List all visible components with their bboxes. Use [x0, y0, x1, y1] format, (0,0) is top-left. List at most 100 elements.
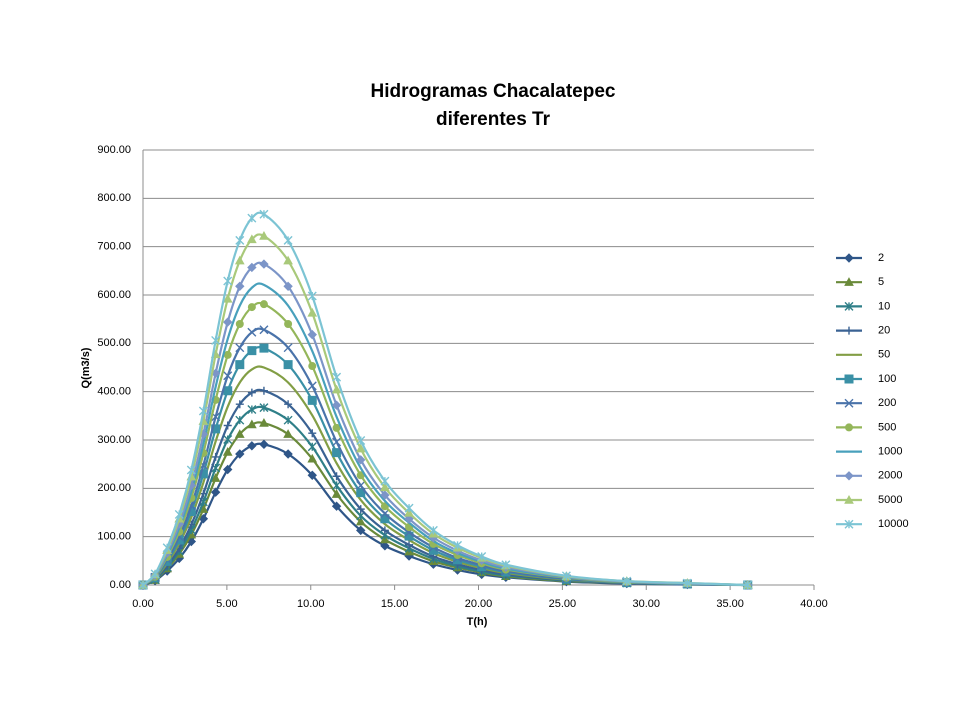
marker — [380, 490, 390, 500]
marker — [235, 400, 244, 409]
marker — [223, 317, 233, 327]
marker — [405, 540, 414, 549]
marker — [380, 526, 389, 535]
marker — [307, 381, 317, 391]
legend-label: 10 — [878, 300, 890, 312]
marker — [356, 525, 366, 536]
legend-label: 5 — [878, 276, 884, 288]
marker — [223, 371, 233, 381]
y-tick-label: 500.00 — [97, 337, 131, 349]
x-tick-label: 20.00 — [465, 598, 493, 610]
y-axis-title: Q(m3/s) — [80, 347, 92, 388]
x-tick-label: 40.00 — [800, 598, 828, 610]
marker — [138, 580, 148, 590]
marker — [356, 455, 366, 465]
marker — [332, 472, 341, 481]
marker — [259, 418, 269, 427]
marker — [174, 509, 184, 519]
marker — [331, 501, 342, 511]
legend-marker — [844, 494, 854, 504]
marker — [307, 291, 317, 301]
marker — [283, 415, 293, 425]
marker — [331, 400, 342, 410]
marker — [247, 419, 257, 429]
legend-label: 10000 — [878, 518, 909, 530]
legend-label: 5000 — [878, 494, 902, 506]
marker — [210, 473, 221, 482]
legend-marker — [844, 374, 854, 384]
chart-title: Hidrogramas Chacalatepec — [371, 81, 616, 102]
marker — [222, 293, 233, 303]
marker — [332, 448, 342, 458]
marker — [211, 452, 220, 461]
legend-marker — [844, 253, 854, 263]
legend-label: 2 — [878, 252, 884, 264]
x-tick-label: 0.00 — [132, 598, 153, 610]
marker — [235, 320, 244, 328]
marker — [283, 429, 293, 438]
marker — [283, 235, 293, 245]
marker — [453, 540, 463, 550]
marker — [404, 507, 414, 517]
marker — [307, 307, 318, 317]
marker — [223, 464, 233, 475]
marker — [332, 480, 342, 490]
y-tick-label: 200.00 — [97, 482, 131, 494]
marker — [308, 429, 317, 438]
legend-label: 20 — [878, 325, 890, 337]
legend-marker — [845, 423, 853, 432]
legend-label: 1000 — [878, 446, 902, 458]
y-tick-label: 100.00 — [97, 531, 131, 543]
marker — [561, 571, 571, 581]
marker — [223, 435, 233, 445]
marker — [247, 234, 257, 244]
marker — [355, 516, 366, 526]
marker — [259, 209, 269, 219]
legend-label: 200 — [878, 397, 896, 409]
marker — [259, 325, 269, 335]
marker — [356, 435, 366, 445]
marker — [332, 437, 342, 447]
marker — [235, 343, 245, 353]
x-tick-label: 15.00 — [381, 598, 409, 610]
y-tick-label: 800.00 — [97, 192, 131, 204]
marker — [259, 231, 269, 240]
marker — [247, 441, 257, 451]
marker — [259, 403, 269, 413]
legend-label: 500 — [878, 421, 896, 433]
marker — [186, 465, 196, 475]
legend-marker — [844, 398, 854, 408]
x-tick-label: 10.00 — [297, 598, 325, 610]
marker — [331, 384, 342, 394]
marker — [247, 405, 257, 415]
marker — [283, 449, 293, 459]
marker — [198, 406, 208, 416]
marker — [259, 439, 269, 450]
marker — [743, 580, 753, 590]
marker — [235, 415, 245, 425]
marker — [162, 543, 172, 553]
marker — [259, 300, 268, 309]
marker — [222, 447, 233, 456]
marker — [235, 449, 245, 459]
marker — [307, 442, 317, 452]
marker — [307, 329, 317, 340]
series-line — [142, 282, 748, 587]
marker — [380, 482, 390, 492]
marker — [355, 443, 366, 453]
marker — [235, 360, 245, 370]
marker — [247, 346, 257, 356]
x-tick-label: 25.00 — [549, 598, 577, 610]
marker — [404, 514, 414, 524]
marker — [356, 505, 365, 514]
marker — [234, 255, 245, 265]
marker — [404, 503, 414, 513]
marker — [247, 303, 256, 312]
marker — [235, 235, 245, 245]
marker — [501, 560, 511, 570]
x-tick-label: 35.00 — [716, 598, 744, 610]
marker — [380, 476, 390, 486]
marker — [283, 343, 293, 353]
marker — [308, 362, 317, 371]
